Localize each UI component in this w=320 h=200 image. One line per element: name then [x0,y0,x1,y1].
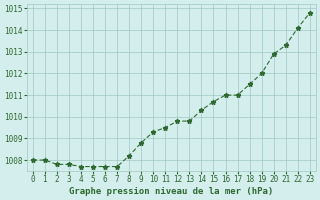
X-axis label: Graphe pression niveau de la mer (hPa): Graphe pression niveau de la mer (hPa) [69,187,274,196]
